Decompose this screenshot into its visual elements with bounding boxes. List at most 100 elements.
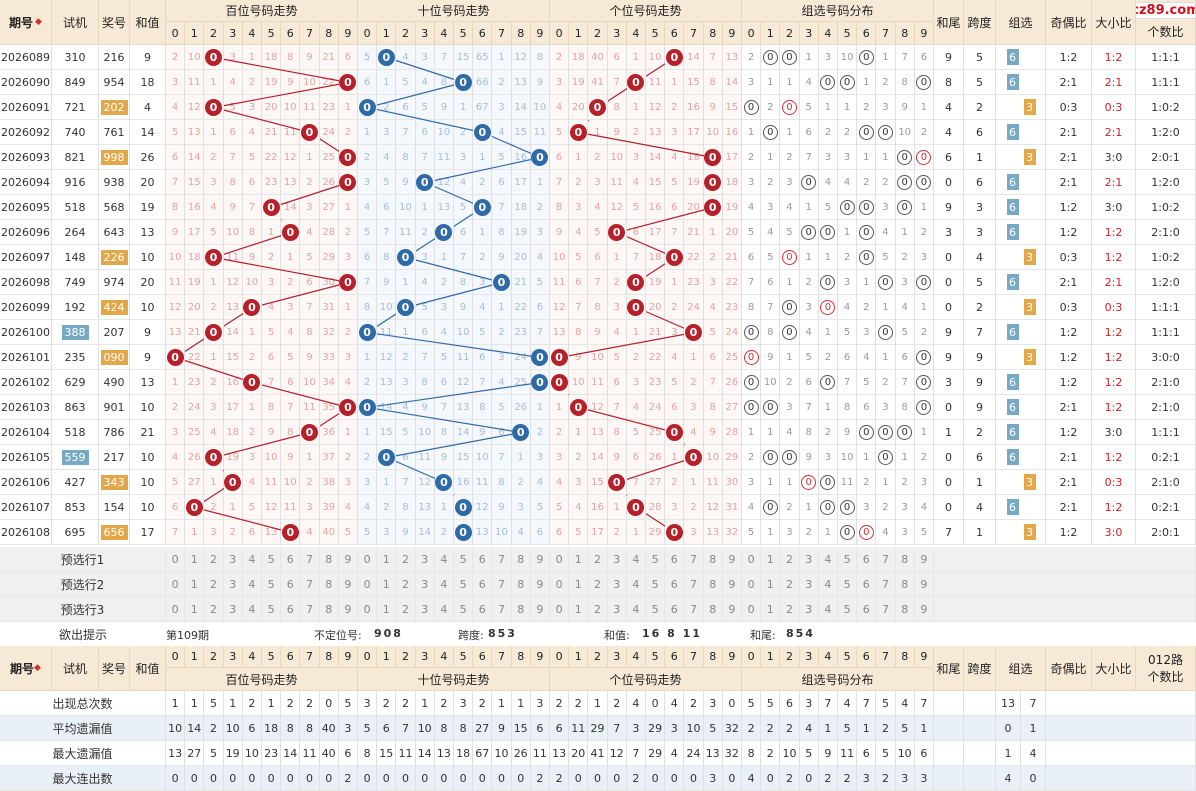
preselect-digit[interactable]: 1 bbox=[569, 572, 589, 597]
preselect-digit[interactable]: 0 bbox=[550, 547, 570, 572]
preselect-digit[interactable]: 1 bbox=[185, 572, 205, 597]
preselect-digit[interactable]: 8 bbox=[703, 597, 723, 622]
preselect-digit[interactable]: 9 bbox=[338, 597, 358, 622]
preselect-digit[interactable]: 8 bbox=[703, 572, 723, 597]
preselect-digit[interactable]: 4 bbox=[242, 572, 262, 597]
preselect-digit[interactable]: 1 bbox=[377, 547, 397, 572]
preselect-digit[interactable]: 4 bbox=[626, 597, 646, 622]
preselect-digit[interactable]: 8 bbox=[319, 572, 339, 597]
preselect-digit[interactable]: 8 bbox=[319, 547, 339, 572]
preselect-digit[interactable]: 6 bbox=[281, 572, 301, 597]
preselect-digit[interactable]: 7 bbox=[300, 572, 320, 597]
preselect-digit[interactable]: 1 bbox=[185, 547, 205, 572]
preselect-digit[interactable]: 5 bbox=[262, 597, 282, 622]
preselect-digit[interactable]: 0 bbox=[742, 597, 762, 622]
preselect-digit[interactable]: 0 bbox=[550, 597, 570, 622]
preselect-digit[interactable]: 6 bbox=[473, 597, 493, 622]
preselect-digit[interactable]: 2 bbox=[204, 547, 224, 572]
preselect-digit[interactable]: 0 bbox=[358, 597, 378, 622]
preselect-digit[interactable]: 8 bbox=[895, 597, 915, 622]
preselect-digit[interactable]: 6 bbox=[665, 547, 685, 572]
preselect-digit[interactable]: 2 bbox=[396, 547, 416, 572]
preselect-digit[interactable]: 5 bbox=[646, 572, 666, 597]
preselect-digit[interactable]: 1 bbox=[185, 597, 205, 622]
preselect-digit[interactable]: 7 bbox=[684, 572, 704, 597]
preselect-digit[interactable]: 0 bbox=[358, 572, 378, 597]
preselect-digit[interactable]: 9 bbox=[338, 572, 358, 597]
preselect-digit[interactable]: 5 bbox=[646, 547, 666, 572]
preselect-digit[interactable]: 5 bbox=[838, 547, 858, 572]
preselect-digit[interactable]: 9 bbox=[530, 597, 550, 622]
preselect-digit[interactable]: 6 bbox=[857, 547, 877, 572]
preselect-digit[interactable]: 6 bbox=[473, 547, 493, 572]
preselect-digit[interactable]: 4 bbox=[818, 597, 838, 622]
preselect-digit[interactable]: 7 bbox=[684, 597, 704, 622]
preselect-digit[interactable]: 1 bbox=[569, 547, 589, 572]
preselect-digit[interactable]: 1 bbox=[377, 597, 397, 622]
preselect-digit[interactable]: 9 bbox=[914, 597, 934, 622]
preselect-digit[interactable]: 6 bbox=[281, 597, 301, 622]
preselect-digit[interactable]: 4 bbox=[818, 547, 838, 572]
preselect-digit[interactable]: 6 bbox=[665, 572, 685, 597]
preselect-digit[interactable]: 0 bbox=[166, 572, 186, 597]
preselect-digit[interactable]: 3 bbox=[607, 547, 627, 572]
preselect-digit[interactable]: 0 bbox=[742, 547, 762, 572]
preselect-digit[interactable]: 3 bbox=[223, 572, 243, 597]
preselect-digit[interactable]: 7 bbox=[492, 547, 512, 572]
preselect-digit[interactable]: 1 bbox=[569, 597, 589, 622]
preselect-digit[interactable]: 3 bbox=[607, 597, 627, 622]
preselect-digit[interactable]: 5 bbox=[454, 597, 474, 622]
preselect-digit[interactable]: 0 bbox=[358, 547, 378, 572]
preselect-digit[interactable]: 8 bbox=[511, 572, 531, 597]
preselect-digit[interactable]: 3 bbox=[607, 572, 627, 597]
header-period[interactable]: 期号 ◆ bbox=[0, 0, 52, 45]
preselect-digit[interactable]: 4 bbox=[242, 547, 262, 572]
preselect-digit[interactable]: 6 bbox=[857, 572, 877, 597]
preselect-digit[interactable]: 3 bbox=[415, 597, 435, 622]
preselect-digit[interactable]: 2 bbox=[780, 547, 800, 572]
preselect-digit[interactable]: 5 bbox=[262, 547, 282, 572]
preselect-digit[interactable]: 3 bbox=[799, 597, 819, 622]
preselect-digit[interactable]: 6 bbox=[473, 572, 493, 597]
preselect-digit[interactable]: 1 bbox=[761, 547, 781, 572]
preselect-digit[interactable]: 7 bbox=[876, 547, 896, 572]
preselect-digit[interactable]: 0 bbox=[550, 572, 570, 597]
logo[interactable]: cz89.com bbox=[1136, 2, 1195, 19]
preselect-digit[interactable]: 3 bbox=[799, 572, 819, 597]
sort-icon[interactable]: ◆ bbox=[35, 17, 42, 27]
preselect-digit[interactable]: 8 bbox=[319, 597, 339, 622]
preselect-digit[interactable]: 1 bbox=[761, 597, 781, 622]
preselect-digit[interactable]: 5 bbox=[454, 547, 474, 572]
footer-period[interactable]: 期号 ◆ bbox=[0, 646, 52, 691]
preselect-digit[interactable]: 3 bbox=[415, 547, 435, 572]
sort-icon[interactable]: ◆ bbox=[34, 663, 41, 673]
preselect-digit[interactable]: 9 bbox=[530, 547, 550, 572]
preselect-digit[interactable]: 5 bbox=[646, 597, 666, 622]
preselect-digit[interactable]: 4 bbox=[434, 547, 454, 572]
preselect-digit[interactable]: 6 bbox=[857, 597, 877, 622]
preselect-digit[interactable]: 9 bbox=[722, 572, 742, 597]
preselect-digit[interactable]: 9 bbox=[914, 547, 934, 572]
preselect-digit[interactable]: 7 bbox=[684, 547, 704, 572]
preselect-digit[interactable]: 9 bbox=[338, 547, 358, 572]
preselect-digit[interactable]: 0 bbox=[742, 572, 762, 597]
preselect-digit[interactable]: 6 bbox=[665, 597, 685, 622]
preselect-digit[interactable]: 4 bbox=[242, 597, 262, 622]
preselect-digit[interactable]: 3 bbox=[223, 547, 243, 572]
preselect-digit[interactable]: 2 bbox=[204, 597, 224, 622]
preselect-digit[interactable]: 4 bbox=[626, 572, 646, 597]
preselect-digit[interactable]: 8 bbox=[895, 572, 915, 597]
preselect-digit[interactable]: 4 bbox=[434, 597, 454, 622]
preselect-digit[interactable]: 4 bbox=[626, 547, 646, 572]
preselect-digit[interactable]: 8 bbox=[511, 547, 531, 572]
preselect-digit[interactable]: 3 bbox=[223, 597, 243, 622]
preselect-digit[interactable]: 7 bbox=[300, 597, 320, 622]
preselect-digit[interactable]: 1 bbox=[377, 572, 397, 597]
preselect-digit[interactable]: 7 bbox=[876, 572, 896, 597]
preselect-digit[interactable]: 2 bbox=[204, 572, 224, 597]
preselect-digit[interactable]: 9 bbox=[914, 572, 934, 597]
preselect-digit[interactable]: 9 bbox=[722, 597, 742, 622]
preselect-digit[interactable]: 0 bbox=[166, 547, 186, 572]
preselect-digit[interactable]: 2 bbox=[780, 572, 800, 597]
preselect-digit[interactable]: 5 bbox=[838, 572, 858, 597]
